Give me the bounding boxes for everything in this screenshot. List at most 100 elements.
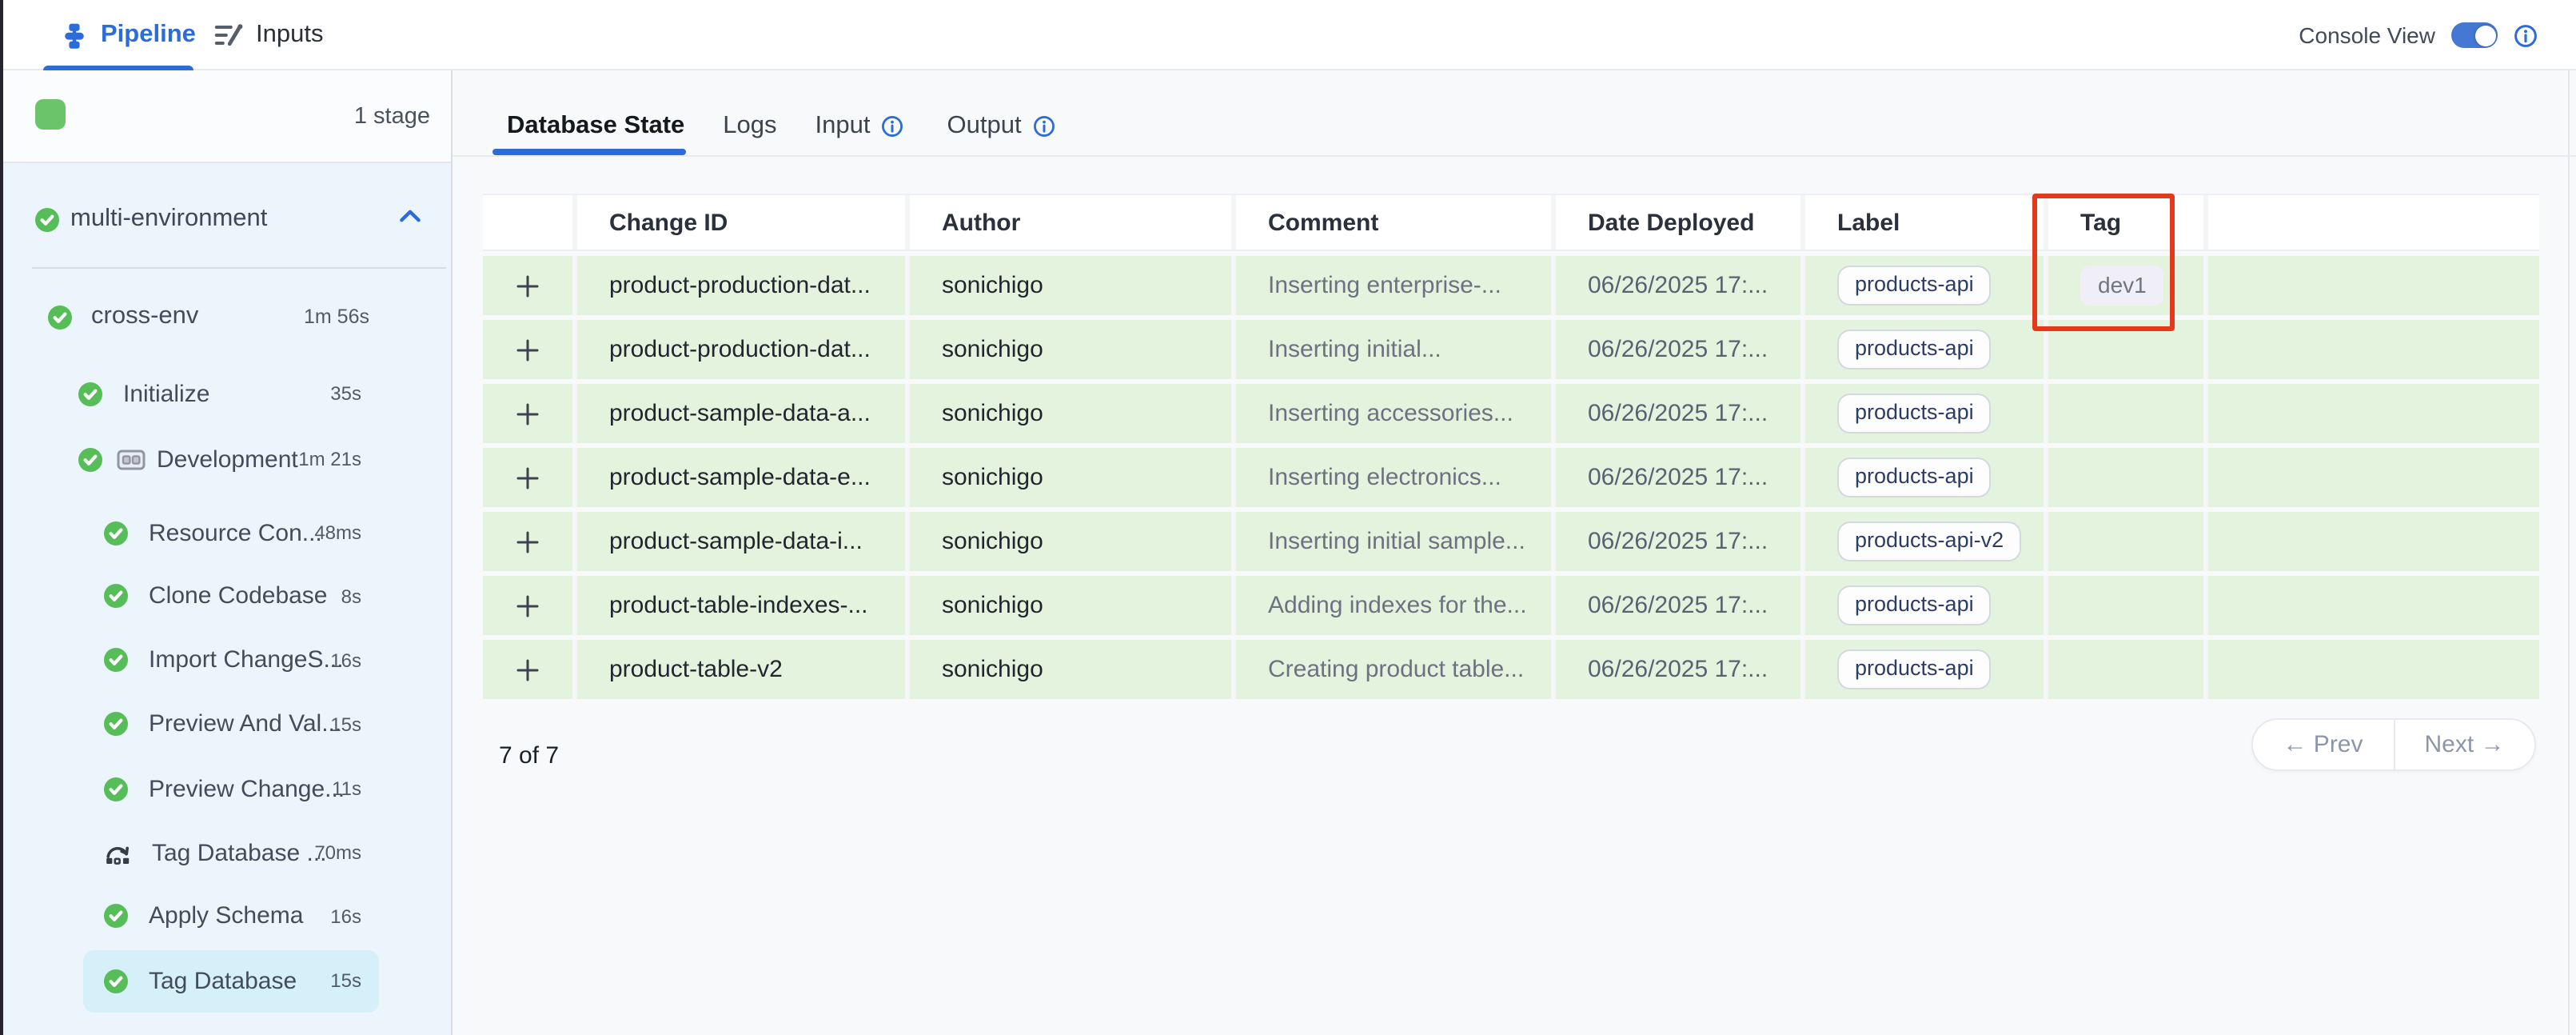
- sidebar-divider: [32, 267, 446, 269]
- tab-inputs-label: Inputs: [256, 21, 324, 48]
- tab-inputs[interactable]: Inputs: [214, 0, 323, 70]
- label-cell: products-api: [1800, 640, 2044, 699]
- date-cell: 06/26/2025 17:...: [1551, 256, 1800, 315]
- next-page-button[interactable]: Next →: [2395, 720, 2534, 769]
- table-row: product-sample-data-e... sonichigo Inserti…: [483, 448, 2539, 507]
- change-id-cell: product-table-indexes-...: [572, 576, 905, 635]
- change-id-cell: product-production-dat...: [572, 320, 905, 379]
- tag-cell: [2044, 640, 2203, 699]
- sidebar-step-tag-database[interactable]: Tag Database ... 70ms: [3, 821, 451, 884]
- expand-row-button[interactable]: [483, 512, 572, 571]
- detail-tab-input[interactable]: Input: [815, 112, 904, 141]
- step-duration: 16s: [330, 649, 361, 671]
- sidebar-step-tag-database[interactable]: Tag Database 15s: [3, 949, 451, 1012]
- sidebar-step-development[interactable]: Development 1m 21s: [3, 428, 451, 490]
- info-icon[interactable]: [2514, 23, 2538, 47]
- date-cell: 06/26/2025 17:...: [1551, 576, 1800, 635]
- column-header-label: Label: [1800, 195, 2044, 250]
- execution-sidebar: 1 stage multi-environment cross-env 1m 56…: [3, 70, 453, 1035]
- detail-tab-label: Output: [947, 112, 1022, 139]
- comment-cell: Creating product table...: [1231, 640, 1551, 699]
- step-label: Clone Codebase: [149, 582, 328, 609]
- sidebar-step-initialize[interactable]: Initialize 35s: [3, 362, 451, 425]
- comment-cell: Adding indexes for the...: [1231, 576, 1551, 635]
- info-icon[interactable]: [882, 115, 904, 138]
- step-label: Preview Change...: [149, 775, 345, 802]
- sidebar-step-clone-codebase[interactable]: Clone Codebase 8s: [3, 565, 451, 627]
- success-check-icon: [104, 904, 128, 928]
- info-icon[interactable]: [1033, 115, 1055, 138]
- detail-tab-output[interactable]: Output: [947, 112, 1055, 141]
- expand-row-button[interactable]: [483, 320, 572, 379]
- expand-row-button[interactable]: [483, 640, 572, 699]
- spacer-cell: [2203, 512, 2539, 571]
- date-cell: 06/26/2025 17:...: [1551, 320, 1800, 379]
- step-duration: 15s: [330, 713, 361, 735]
- detail-tab-logs[interactable]: Logs: [723, 112, 776, 141]
- detail-tab-label: Input: [815, 112, 871, 139]
- row-count-label: 7 of 7: [499, 742, 560, 769]
- sidebar-step-apply-schema[interactable]: Apply Schema 16s: [3, 885, 451, 947]
- active-detail-tab-underline: [492, 149, 686, 154]
- step-duration: 8s: [341, 585, 361, 607]
- expand-row-button[interactable]: [483, 576, 572, 635]
- top-bar: Pipeline Inputs Console: [3, 0, 2576, 70]
- expand-row-button[interactable]: [483, 384, 572, 443]
- chevron-up-icon[interactable]: [400, 210, 421, 222]
- column-header-spacer: [2203, 195, 2539, 250]
- column-header-tag: Tag: [2044, 195, 2203, 250]
- sidebar-step-preview-change[interactable]: Preview Change... 11s: [3, 757, 451, 820]
- table-row: product-table-v2 sonichigo Creating produc…: [483, 640, 2539, 699]
- database-state-table: Change ID Author Comment Date Deployed Label…: [483, 194, 2539, 699]
- step-duration: 1m 21s: [298, 448, 361, 470]
- author-cell: sonichigo: [905, 384, 1231, 443]
- detail-tab-database-state[interactable]: Database State: [507, 112, 684, 141]
- expand-row-button[interactable]: [483, 256, 572, 315]
- selected-step-highlight: [83, 949, 379, 1012]
- comment-cell: Inserting electronics...: [1231, 448, 1551, 507]
- spacer-cell: [2203, 256, 2539, 315]
- step-label: Preview And Val...: [149, 710, 342, 737]
- author-cell: sonichigo: [905, 448, 1231, 507]
- tag-cell: dev1: [2044, 256, 2203, 315]
- tag-cell: [2044, 384, 2203, 443]
- sidebar-step-resource-con[interactable]: Resource Con... 48ms: [3, 502, 451, 564]
- tab-pipeline[interactable]: Pipeline: [61, 0, 196, 70]
- sidebar-step-import-changes[interactable]: Import ChangeS... 16s: [3, 629, 451, 691]
- label-cell: products-api: [1800, 448, 2044, 507]
- step-duration: 16s: [330, 905, 361, 927]
- success-check-icon: [104, 584, 128, 608]
- tag-chip: dev1: [2080, 266, 2164, 306]
- column-header-author: Author: [905, 195, 1231, 250]
- tag-cell: [2044, 576, 2203, 635]
- tag-cell: [2044, 448, 2203, 507]
- success-check-icon: [104, 521, 128, 545]
- prev-page-button[interactable]: ← Prev: [2253, 720, 2395, 769]
- change-id-cell: product-production-dat...: [572, 256, 905, 315]
- change-id-cell: product-sample-data-e...: [572, 448, 905, 507]
- detail-tab-label: Database State: [507, 112, 685, 139]
- author-cell: sonichigo: [905, 256, 1231, 315]
- label-cell: products-api: [1800, 256, 2044, 315]
- sidebar-step-cross-env[interactable]: cross-env 1m 56s: [3, 286, 451, 348]
- table-row: product-production-dat... sonichigo Insert…: [483, 256, 2539, 315]
- sidebar-item-multi-environment[interactable]: multi-environment: [3, 195, 451, 243]
- step-label: Development: [157, 446, 298, 473]
- date-cell: 06/26/2025 17:...: [1551, 384, 1800, 443]
- expand-row-button[interactable]: [483, 448, 572, 507]
- step-label: Tag Database ...: [152, 839, 327, 866]
- sidebar-step-preview-and-val[interactable]: Preview And Val... 15s: [3, 693, 451, 755]
- active-tab-underline: [43, 65, 193, 70]
- spacer-cell: [2203, 448, 2539, 507]
- stage-count-label: 1 stage: [353, 104, 430, 130]
- comment-cell: Inserting enterprise-...: [1231, 256, 1551, 315]
- label-cell: products-api: [1800, 320, 2044, 379]
- spacer-cell: [2203, 320, 2539, 379]
- comment-cell: Inserting initial sample...: [1231, 512, 1551, 571]
- step-label: Tag Database: [149, 967, 297, 994]
- label-cell: products-api: [1800, 576, 2044, 635]
- console-view-toggle[interactable]: [2451, 22, 2498, 48]
- stage-status-square: [35, 99, 66, 130]
- label-chip: products-api: [1837, 649, 1992, 689]
- label-chip: products-api-v2: [1837, 521, 2022, 561]
